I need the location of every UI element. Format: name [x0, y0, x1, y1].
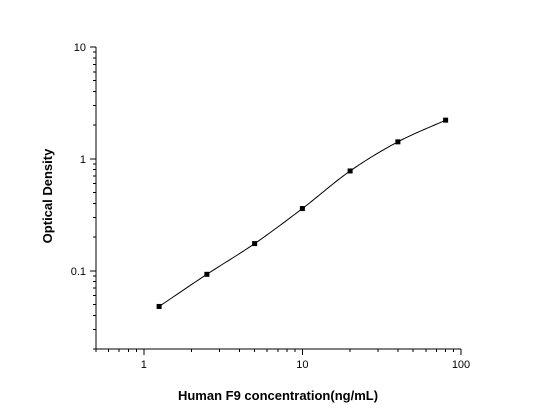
ticks: 1 10 100 0.1 1 10 [71, 42, 470, 371]
x-tick-label: 1 [141, 359, 147, 371]
data-point [347, 168, 353, 174]
y-tick-label: 0.1 [71, 266, 86, 278]
y-tick-label: 1 [80, 154, 86, 166]
x-tick-label: 10 [296, 359, 308, 371]
data-point [252, 241, 258, 247]
fitted-curve [158, 119, 446, 307]
y-tick-label: 10 [74, 42, 86, 54]
x-axis-label: Human F9 concentration(ng/mL) [178, 388, 378, 403]
data-point [443, 117, 449, 123]
x-tick-label: 100 [452, 359, 470, 371]
points-layer [156, 117, 449, 309]
y-axis-label: Optical Density [40, 148, 55, 243]
data-point [204, 271, 210, 277]
data-point [156, 303, 162, 309]
curve-layer [158, 119, 446, 307]
axes [95, 47, 461, 350]
data-point [299, 206, 305, 212]
data-point [395, 139, 401, 145]
